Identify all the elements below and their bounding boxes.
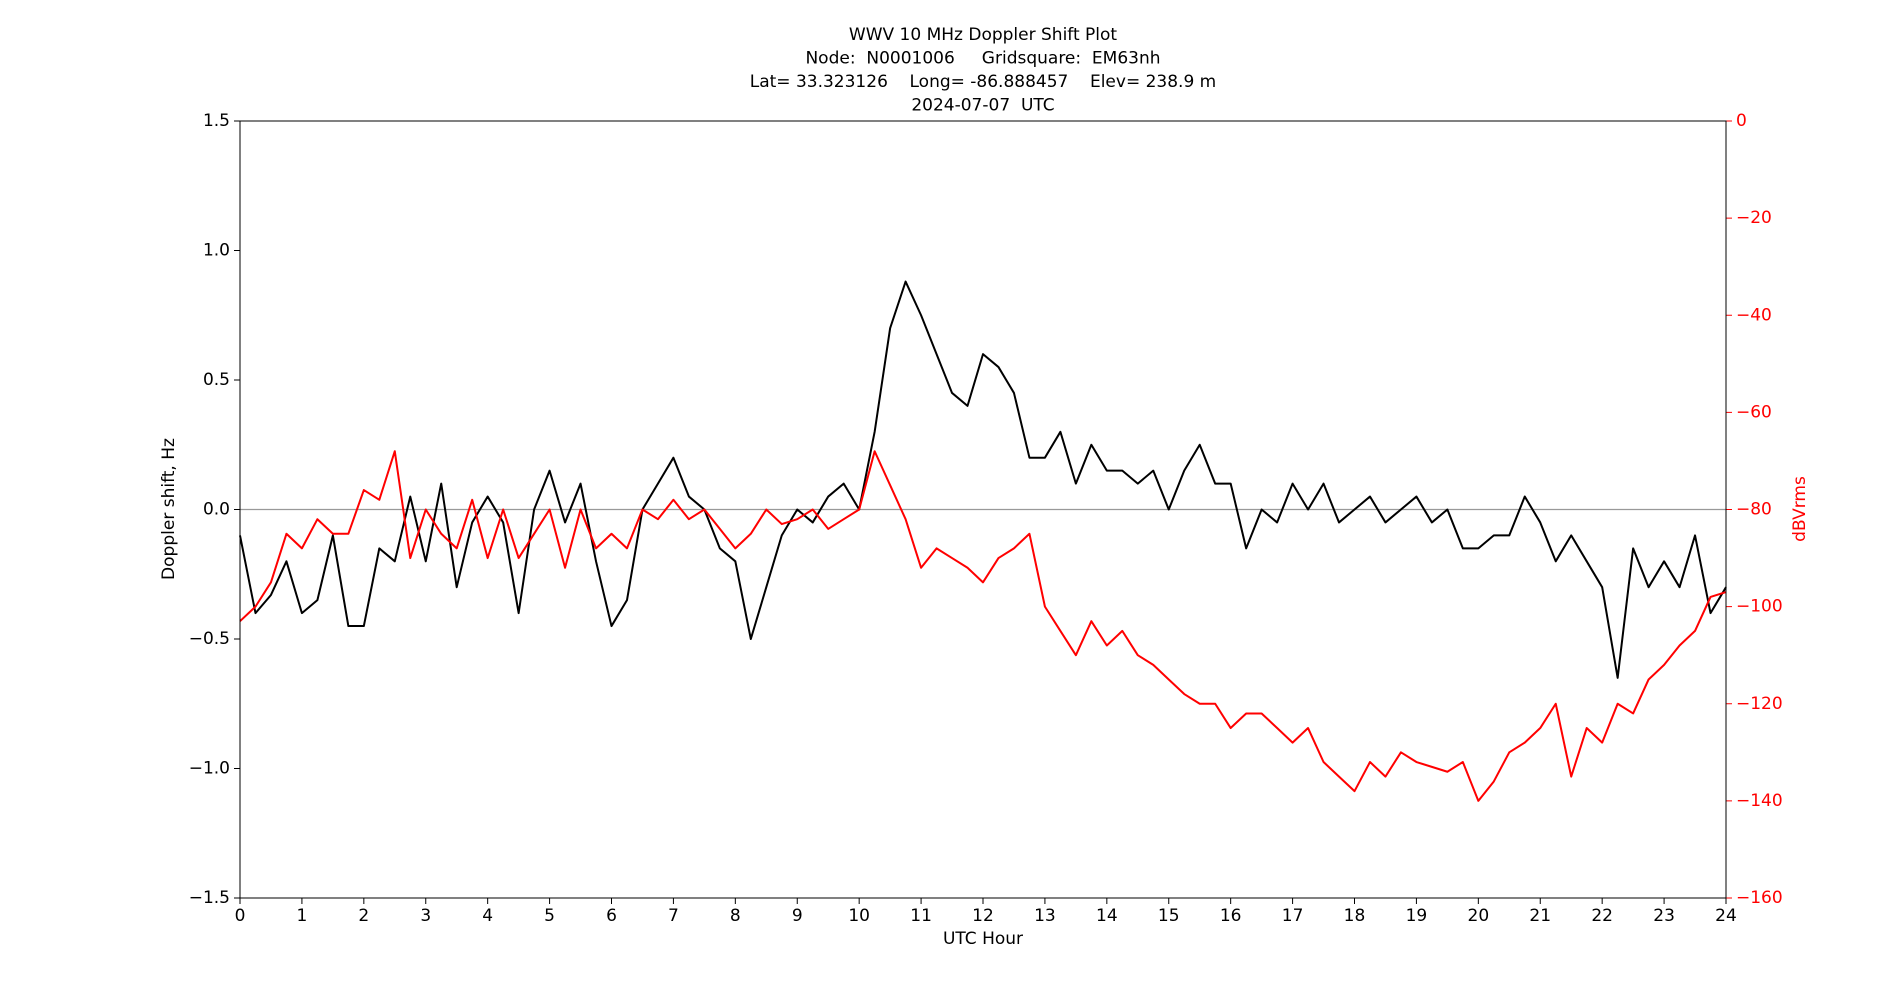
x-tick-label: 17 (1282, 906, 1304, 926)
x-tick-label: 0 (235, 906, 246, 926)
y2-tick-label: −20 (1736, 208, 1772, 228)
y-tick-label: −1.0 (189, 759, 230, 779)
x-tick-label: 7 (668, 906, 679, 926)
chart-title: Lat= 33.323126 Long= -86.888457 Elev= 23… (750, 72, 1216, 92)
x-tick-label: 23 (1653, 906, 1675, 926)
x-tick-label: 10 (848, 906, 870, 926)
chart-title: Node: N0001006 Gridsquare: EM63nh (805, 49, 1160, 69)
x-tick-label: 2 (358, 906, 369, 926)
y-tick-label: −1.5 (189, 888, 230, 908)
x-tick-label: 12 (972, 906, 994, 926)
x-axis-label: UTC Hour (943, 929, 1023, 949)
x-tick-label: 20 (1468, 906, 1490, 926)
x-tick-label: 16 (1220, 906, 1242, 926)
data-line (239, 450, 1727, 802)
chart-title: WWV 10 MHz Doppler Shift Plot (849, 25, 1118, 45)
y2-tick-label: −140 (1736, 791, 1783, 811)
y-tick-label: 0.0 (203, 500, 230, 520)
x-tick-label: 9 (792, 906, 803, 926)
x-tick-label: 13 (1034, 906, 1056, 926)
y-axis-label: Doppler shift, Hz (159, 438, 179, 580)
x-tick-label: 15 (1158, 906, 1180, 926)
y2-tick-label: −100 (1736, 597, 1783, 617)
x-tick-label: 18 (1344, 906, 1366, 926)
x-tick-label: 4 (482, 906, 493, 926)
y2-tick-label: −60 (1736, 402, 1772, 422)
y2-tick-label: −40 (1736, 305, 1772, 325)
y2-tick-label: 0 (1736, 111, 1747, 131)
y2-tick-label: −120 (1736, 694, 1783, 714)
y-tick-label: 1.0 (203, 241, 230, 261)
x-tick-label: 11 (910, 906, 932, 926)
x-tick-label: 6 (606, 906, 617, 926)
y2-axis-label: dBVrms (1790, 476, 1810, 542)
x-tick-label: 8 (730, 906, 741, 926)
y2-tick-label: −80 (1736, 500, 1772, 520)
data-line (239, 280, 1727, 679)
x-tick-label: 19 (1406, 906, 1428, 926)
x-tick-label: 1 (297, 906, 308, 926)
x-tick-label: 22 (1591, 906, 1613, 926)
x-tick-label: 3 (420, 906, 431, 926)
x-tick-label: 5 (544, 906, 555, 926)
y2-tick-label: −160 (1736, 888, 1783, 908)
x-tick-label: 24 (1715, 906, 1737, 926)
y-tick-label: 1.5 (203, 111, 230, 131)
plot-frame (239, 120, 1727, 899)
y-tick-label: −0.5 (189, 629, 230, 649)
x-tick-label: 21 (1529, 906, 1551, 926)
y-tick-label: 0.5 (203, 370, 230, 390)
chart-title: 2024-07-07 UTC (911, 96, 1054, 116)
x-tick-label: 14 (1096, 906, 1118, 926)
